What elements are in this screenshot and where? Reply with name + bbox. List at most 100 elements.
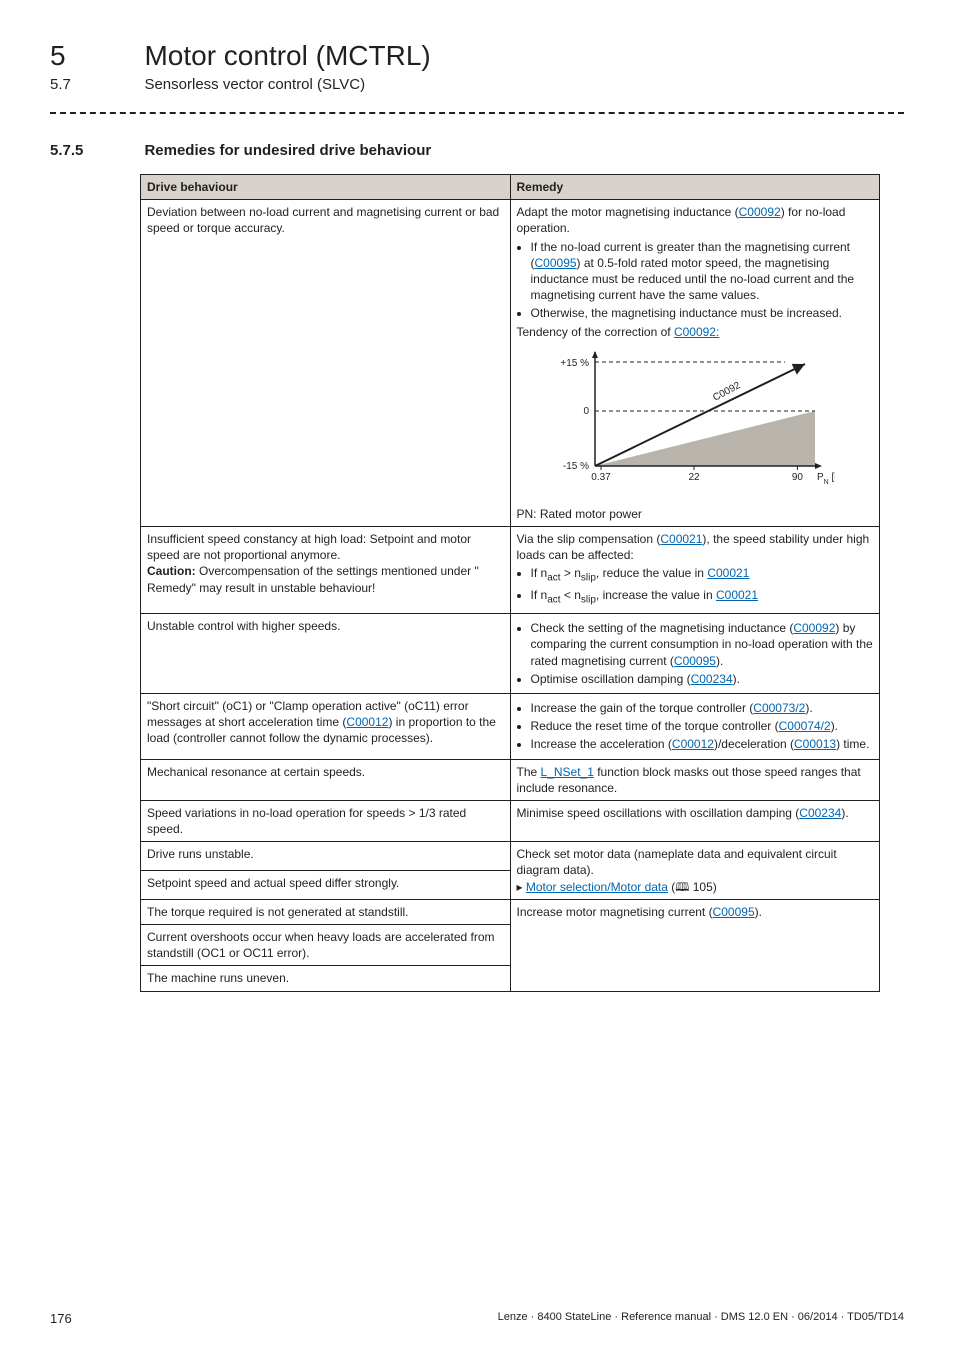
tendency-chart: +15 % 0 -15 %0.37 22 90 PN [kW] C0092 — [555, 346, 835, 496]
text: ). — [755, 905, 762, 919]
text: ). — [733, 672, 740, 686]
remedy-cell: Check set motor data (nameplate data and… — [510, 842, 880, 900]
bullet: Reduce the reset time of the torque cont… — [531, 718, 874, 734]
bullet: Check the setting of the magnetising ind… — [531, 620, 874, 669]
subsection-title: Sensorless vector control (SLVC) — [144, 76, 365, 93]
link-c00095-r9[interactable]: C00095 — [713, 905, 755, 919]
link-c00021[interactable]: C00021 — [660, 532, 702, 546]
text: If n — [531, 588, 548, 602]
behaviour-cell: The machine runs uneven. — [141, 966, 511, 991]
behaviour-cell: The torque required is not generated at … — [141, 899, 511, 924]
text: ). — [716, 654, 723, 668]
remedy-cell: Adapt the motor magnetising inductance (… — [510, 200, 880, 527]
text: Optimise oscillation damping ( — [531, 672, 691, 686]
text: Increase the gain of the torque controll… — [531, 701, 754, 715]
link-c00021-b1[interactable]: C00021 — [707, 566, 749, 580]
divider — [50, 112, 904, 114]
link-c00012-left[interactable]: C00012 — [346, 715, 388, 729]
bullet: Otherwise, the magnetising inductance mu… — [531, 305, 874, 321]
subsection-number: 5.7 — [50, 76, 140, 93]
link-c00092[interactable]: C00092 — [739, 205, 781, 219]
link-lnset1[interactable]: L_NSet_1 — [541, 765, 594, 779]
remedy-cell: Increase the gain of the torque controll… — [510, 693, 880, 759]
page-footer: 176 Lenze · 8400 StateLine · Reference m… — [50, 1311, 904, 1326]
text: Increase motor magnetising current ( — [517, 905, 713, 919]
link-c00074-2[interactable]: C00074/2 — [779, 719, 831, 733]
svg-text:+15 %: +15 % — [560, 358, 589, 369]
text: , reduce the value in — [596, 566, 707, 580]
section-title: Remedies for undesired drive behaviour — [144, 142, 431, 159]
caution-label: Caution: — [147, 564, 196, 578]
text: ) time. — [836, 737, 869, 751]
bullet: If nact < nslip, increase the value in C… — [531, 587, 874, 607]
text: ). — [831, 719, 838, 733]
svg-text:-15 %: -15 % — [563, 461, 589, 472]
col-header-behaviour: Drive behaviour — [141, 175, 511, 200]
col-header-remedy: Remedy — [510, 175, 880, 200]
link-c00012-r4[interactable]: C00012 — [672, 737, 714, 751]
text: Minimise speed oscillations with oscilla… — [517, 806, 800, 820]
remedy-cell: Check the setting of the magnetising ind… — [510, 614, 880, 694]
link-motor-selection[interactable]: Motor selection/Motor data — [526, 880, 668, 894]
sub: act — [547, 595, 560, 606]
text: ) at 0.5-fold rated motor speed, the mag… — [531, 256, 855, 302]
link-c00095-r3[interactable]: C00095 — [674, 654, 716, 668]
link-c00021-b2[interactable]: C00021 — [716, 588, 758, 602]
text: Check set motor data (nameplate data and… — [517, 847, 837, 877]
text: Via the slip compensation ( — [517, 532, 661, 546]
sub: slip — [581, 573, 596, 584]
text: ▸ — [517, 880, 526, 894]
text: )/deceleration ( — [714, 737, 794, 751]
behaviour-cell: Insufficient speed constancy at high loa… — [141, 527, 511, 614]
bullet: Optimise oscillation damping (C00234). — [531, 671, 874, 687]
text: Adapt the motor magnetising inductance ( — [517, 205, 739, 219]
text: ). — [841, 806, 848, 820]
text: Reduce the reset time of the torque cont… — [531, 719, 779, 733]
svg-text:0.37: 0.37 — [591, 472, 611, 483]
link-c00092-r3[interactable]: C00092 — [793, 621, 835, 635]
pn-label: PN: Rated motor power — [517, 507, 642, 521]
svg-text:C0092: C0092 — [711, 380, 743, 404]
page-number: 176 — [50, 1311, 72, 1326]
text: If n — [531, 566, 548, 580]
behaviour-cell: Drive runs unstable. — [141, 842, 511, 871]
text: The — [517, 765, 541, 779]
behaviour-cell: Current overshoots occur when heavy load… — [141, 925, 511, 966]
svg-text:22: 22 — [688, 472, 700, 483]
link-c00234-r6[interactable]: C00234 — [799, 806, 841, 820]
bullet: If nact > nslip, reduce the value in C00… — [531, 565, 874, 585]
text: (🕮 105) — [668, 880, 717, 894]
behaviour-cell: Mechanical resonance at certain speeds. — [141, 759, 511, 800]
link-c00013-r4[interactable]: C00013 — [794, 737, 836, 751]
behaviour-cell: Setpoint speed and actual speed differ s… — [141, 871, 511, 900]
text: ). — [805, 701, 812, 715]
behaviour-cell: Speed variations in no-load operation fo… — [141, 800, 511, 841]
text: Overcompensation of the settings mention… — [147, 564, 479, 594]
link-c00234-r3[interactable]: C00234 — [691, 672, 733, 686]
remedy-cell: Increase motor magnetising current (C000… — [510, 899, 880, 991]
remedy-cell: The L_NSet_1 function block masks out th… — [510, 759, 880, 800]
text: Insufficient speed constancy at high loa… — [147, 532, 471, 562]
behaviour-cell: "Short circuit" (oC1) or "Clamp operatio… — [141, 693, 511, 759]
remedy-cell: Via the slip compensation (C00021), the … — [510, 527, 880, 614]
svg-text:0: 0 — [583, 406, 589, 417]
chapter-number: 5 — [50, 40, 140, 72]
remedy-table: Drive behaviour Remedy Deviation between… — [140, 174, 880, 992]
link-c00095[interactable]: C00095 — [535, 256, 577, 270]
link-c00073-2[interactable]: C00073/2 — [753, 701, 805, 715]
link-c00092-tendency[interactable]: C00092: — [674, 325, 719, 339]
svg-text:PN [kW]: PN [kW] — [817, 472, 835, 486]
text: < n — [561, 588, 581, 602]
text: Check the setting of the magnetising ind… — [531, 621, 794, 635]
svg-text:90: 90 — [792, 472, 804, 483]
remedy-cell: Minimise speed oscillations with oscilla… — [510, 800, 880, 841]
text: , increase the value in — [596, 588, 716, 602]
bullet: If the no-load current is greater than t… — [531, 239, 874, 304]
behaviour-cell: Deviation between no-load current and ma… — [141, 200, 511, 527]
text: > n — [561, 566, 581, 580]
sub: act — [547, 573, 560, 584]
footer-info: Lenze · 8400 StateLine · Reference manua… — [498, 1311, 904, 1323]
section-number: 5.7.5 — [50, 142, 140, 159]
behaviour-cell: Unstable control with higher speeds. — [141, 614, 511, 694]
text: Tendency of the correction of — [517, 325, 674, 339]
